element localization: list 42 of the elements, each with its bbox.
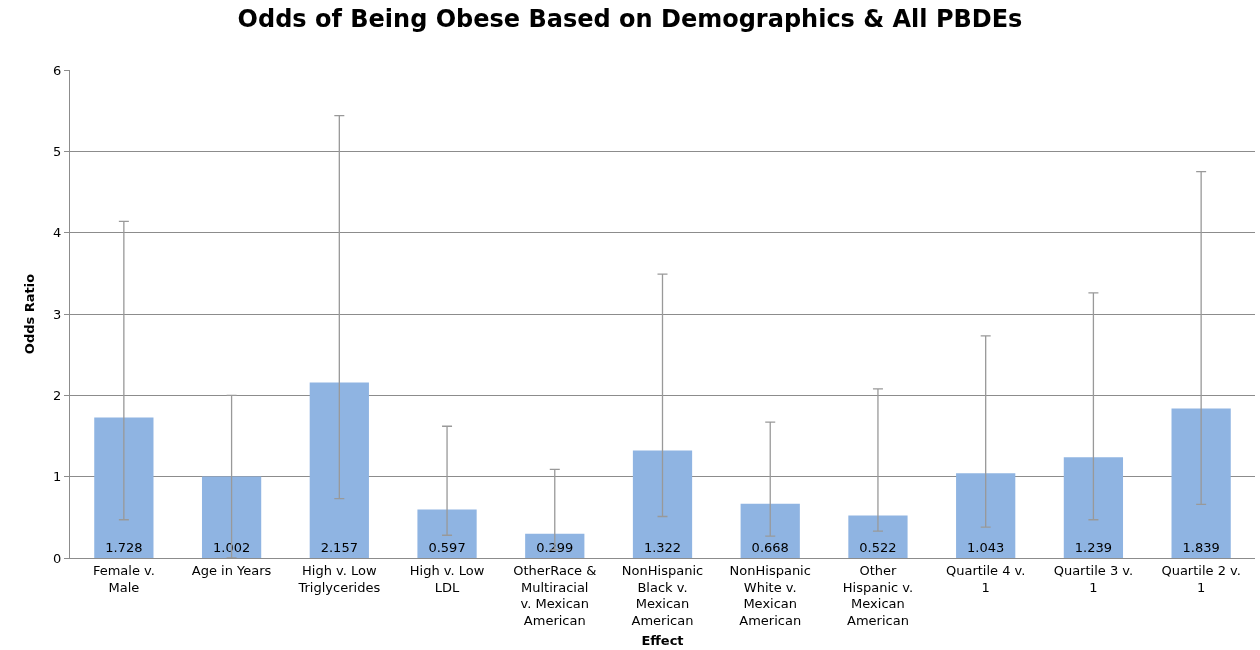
x-tick-label: Female v. Male [92,562,155,595]
bar [417,509,477,558]
x-tick-label: Quartile 3 v. 1 [1053,562,1134,595]
bar [1171,408,1231,558]
chart-title: Odds of Being Obese Based on Demographics & All PBDEs [237,4,1023,33]
y-tick-label: 2 [53,387,62,403]
bar [956,473,1016,558]
bar [1063,457,1124,558]
x-tick-label: Age in Years [191,562,272,578]
bar [632,450,693,558]
data-label: 1.728 [105,540,143,555]
bar [94,417,154,558]
data-label: 0.299 [536,540,574,555]
x-tick-label: Quartile 4 v. 1 [945,562,1026,595]
data-label: 0.668 [751,540,789,555]
data-label: 1.002 [212,540,251,555]
data-label: 2.157 [320,540,358,555]
y-tick-label: 6 [53,62,62,78]
y-tick-label: 1 [53,469,62,485]
data-label: 0.522 [859,540,897,555]
bar [848,515,908,558]
x-tick-label: High v. Low LDL [409,562,485,595]
data-label: 0.597 [428,540,466,555]
bar [201,476,262,558]
y-tick-label: 4 [53,225,62,241]
data-label: 1.043 [967,540,1005,555]
x-tick-label: NonHispanic White v. Mexican American [729,562,811,629]
y-tick-label: 3 [53,306,62,322]
y-tick-label: 5 [53,143,62,159]
bar [740,503,800,558]
data-label: 1.839 [1182,540,1220,555]
data-label: 1.322 [643,540,682,555]
y-axis-title: Odds Ratio [22,273,38,355]
x-tick-label: Quartile 2 v. 1 [1161,562,1241,595]
x-tick-label: OtherRace & Multiracial v. Mexican American [513,562,597,629]
x-tick-label: High v. Low Triglycerides [297,562,381,595]
x-tick-label: Other Hispanic v. Mexican American [842,562,914,629]
x-tick-label: NonHispanic Black v. Mexican American [621,562,704,629]
x-axis-title: Effect [641,632,684,648]
bar [309,382,369,558]
data-label: 1.239 [1074,540,1113,555]
y-tick-label: 0 [53,550,62,566]
